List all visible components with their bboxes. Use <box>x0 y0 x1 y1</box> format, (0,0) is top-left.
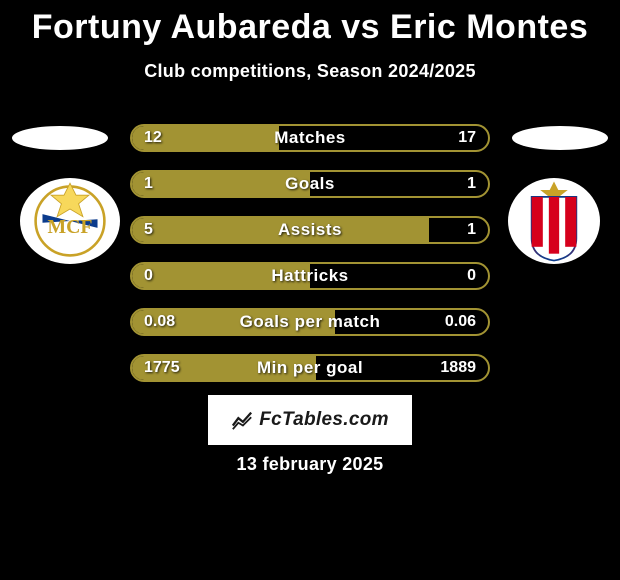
stat-row: 11Goals <box>130 170 490 198</box>
subtitle: Club competitions, Season 2024/2025 <box>0 61 620 82</box>
watermark: FcTables.com <box>208 395 412 445</box>
player-right-badge-top <box>512 126 608 150</box>
stat-label: Goals <box>132 172 488 196</box>
chart-icon <box>231 409 253 431</box>
stat-row: 51Assists <box>130 216 490 244</box>
stat-label: Goals per match <box>132 310 488 334</box>
stat-row: 17751889Min per goal <box>130 354 490 382</box>
stat-row: 00Hattricks <box>130 262 490 290</box>
stat-label: Min per goal <box>132 356 488 380</box>
player-left-crest: MCF <box>20 178 120 264</box>
stat-row: 1217Matches <box>130 124 490 152</box>
svg-text:MCF: MCF <box>47 216 92 238</box>
real-madrid-crest-icon: MCF <box>20 178 120 264</box>
stat-label: Hattricks <box>132 264 488 288</box>
stats-bars: 1217Matches 11Goals 51Assists 00Hattricks 0.… <box>130 124 490 400</box>
date-text: 13 february 2025 <box>0 454 620 475</box>
page-title: Fortuny Aubareda vs Eric Montes <box>0 0 620 47</box>
stat-row: 0.080.06Goals per match <box>130 308 490 336</box>
stat-label: Assists <box>132 218 488 242</box>
sporting-gijon-crest-icon <box>508 178 600 264</box>
player-right-crest <box>508 178 600 264</box>
watermark-text: FcTables.com <box>259 409 389 431</box>
player-left-badge-top <box>12 126 108 150</box>
stat-label: Matches <box>132 126 488 150</box>
